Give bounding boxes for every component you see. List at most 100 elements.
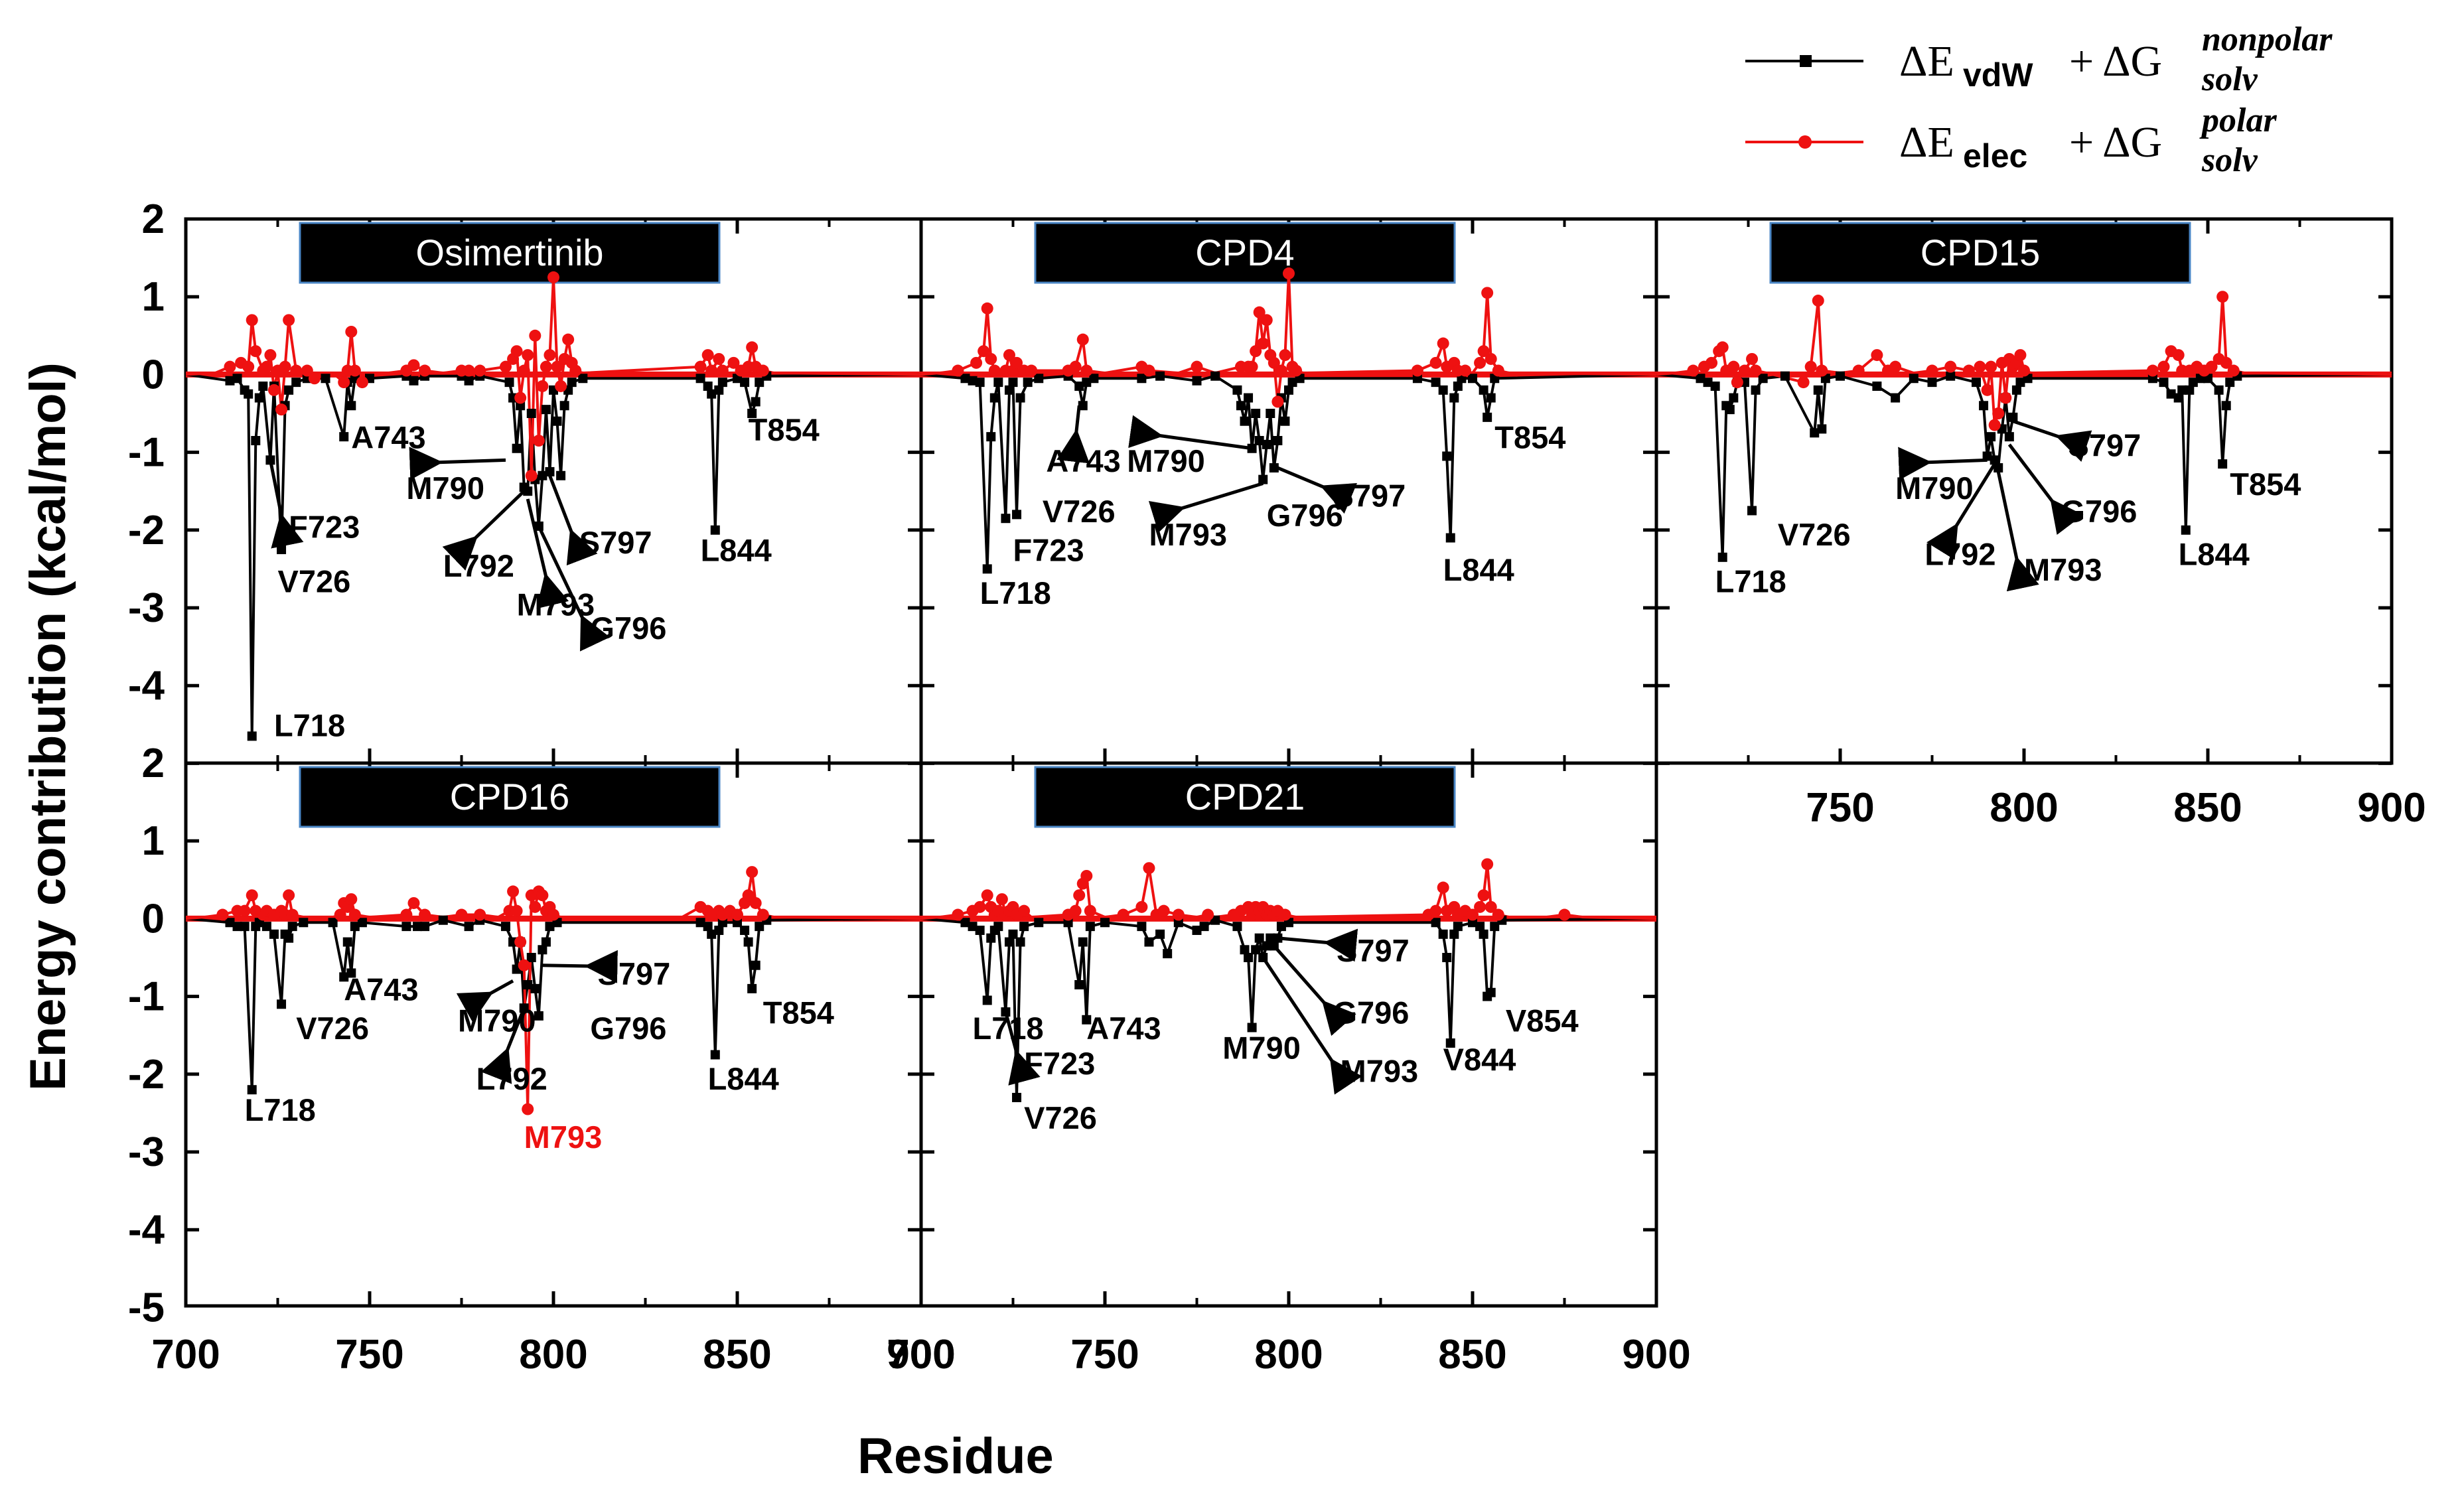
residue-label: A743	[1086, 1011, 1161, 1046]
vdw-np-point	[1008, 929, 1018, 939]
vdw-np-point	[2185, 385, 2195, 395]
elec-p-point	[757, 908, 769, 921]
residue-arrow	[1056, 405, 1090, 464]
vdw-np-point	[710, 1050, 720, 1060]
elec-p-point	[246, 889, 258, 902]
vdw-np-point	[703, 381, 713, 391]
residue-label: S797	[597, 956, 670, 991]
elec-p-point	[1429, 904, 1442, 917]
elec-p-point	[1411, 364, 1423, 377]
elec-p-point	[1437, 881, 1449, 894]
vdw-np-point	[1100, 918, 1110, 928]
elec-p-point	[1076, 333, 1089, 346]
vdw-np-point	[556, 470, 566, 480]
vdw-np-point	[534, 1011, 544, 1021]
elec-p-point	[1746, 352, 1759, 365]
vdw-np-point	[1244, 953, 1254, 962]
legend-superscript: nonpolar	[2202, 21, 2333, 58]
vdw-np-point	[1453, 922, 1463, 932]
legend-subscript-solv: solv	[2201, 141, 2258, 179]
residue-label: L718	[1715, 564, 1786, 599]
vdw-np-point	[1082, 1015, 1092, 1025]
panel-title-box: CPD16	[299, 766, 721, 828]
vdw-np-point	[1074, 381, 1084, 391]
elec-p-point	[1069, 904, 1082, 917]
panel-title-box: CPD4	[1034, 222, 1456, 284]
residue-label: M790	[406, 470, 484, 506]
vdw-np-point	[1008, 378, 1018, 388]
vdw-np-point	[2181, 525, 2191, 535]
panel-osimertinib: OsimertinibL718V726F723A743M790L792M793G…	[185, 222, 922, 743]
elec-p-point	[264, 349, 277, 362]
vdw-np-point	[2173, 393, 2183, 403]
y-tick-label: 0	[142, 352, 165, 397]
elec-p-line	[1656, 295, 2392, 427]
vdw-np-point	[342, 937, 352, 947]
vdw-np-point	[526, 953, 536, 962]
vdw-np-point	[1993, 463, 2003, 473]
elec-p-point	[995, 893, 1008, 906]
panel-cpd16: CPD16L718V726A743M790L792M793G796S797L84…	[185, 766, 922, 1155]
residue-label: V726	[1024, 1100, 1097, 1135]
panel-title-background	[299, 222, 721, 284]
elec-p-point	[952, 908, 964, 921]
elec-p-point	[1731, 376, 1743, 389]
vdw-np-point	[1438, 929, 1448, 939]
elec-p-point	[1749, 364, 1762, 377]
elec-p-point	[1804, 360, 1817, 373]
elec-p-point	[1474, 356, 1486, 369]
vdw-np-point	[1074, 980, 1084, 990]
vdw-np-point	[1001, 514, 1011, 524]
y-tick-label: 2	[142, 741, 165, 786]
x-tick-label: 850	[2173, 785, 2242, 831]
elec-p-point	[1253, 306, 1266, 319]
elec-p-point	[749, 896, 762, 909]
elec-p-point	[407, 359, 420, 372]
vdw-np-point	[968, 922, 978, 932]
elec-p-point	[1981, 384, 1993, 396]
elec-p-point	[2216, 291, 2229, 303]
elec-p-point	[1268, 356, 1280, 369]
vdw-np-point	[1192, 376, 1202, 386]
elec-p-point	[1492, 364, 1504, 377]
elec-p-point	[474, 908, 486, 921]
vdw-np-point	[1891, 393, 1901, 403]
elec-p-point	[1283, 267, 1295, 280]
vdw-np-point	[1082, 378, 1092, 388]
vdw-np-point	[1813, 385, 1823, 395]
vdw-np-point	[464, 922, 474, 932]
y-tick-label: -2	[128, 1052, 165, 1098]
elec-p-point	[348, 364, 361, 377]
vdw-np-point	[1479, 385, 1488, 395]
residue-label: F723	[1013, 533, 1084, 568]
x-tick-label: 750	[335, 1332, 403, 1378]
vdw-np-point	[1729, 393, 1739, 403]
vdw-np-point	[1004, 937, 1014, 947]
vdw-np-point	[986, 432, 996, 442]
legend-marker	[1800, 55, 1812, 67]
vdw-np-point	[1717, 552, 1727, 562]
vdw-np-point	[1483, 412, 1492, 422]
vdw-np-point	[1236, 401, 1246, 411]
residue-label: M790	[1127, 443, 1205, 478]
x-tick-label: 700	[887, 1332, 955, 1378]
elec-p-point	[345, 325, 358, 338]
vdw-np-point	[960, 918, 970, 928]
residue-label: V844	[1443, 1042, 1516, 1077]
x-tick-label: 850	[703, 1332, 771, 1378]
elec-p-point	[345, 893, 358, 906]
elec-p-point	[2157, 360, 2170, 373]
vdw-np-point	[1696, 374, 1705, 384]
panel-title-box: Osimertinib	[299, 222, 721, 284]
vdw-np-point	[277, 999, 287, 1009]
panel-cpd15: CPD15 L718 V726 M790 L792 M793 G796 S797 L844 T85…	[1656, 222, 2392, 599]
vdw-np-point	[743, 937, 753, 947]
vdw-np-point	[1199, 922, 1209, 932]
vdw-np-point	[258, 381, 268, 391]
residue-label: S797	[2068, 427, 2141, 463]
elec-p-point	[1481, 287, 1494, 299]
vdw-np-point	[2221, 401, 2231, 411]
residue-label: M790	[1895, 470, 1974, 506]
